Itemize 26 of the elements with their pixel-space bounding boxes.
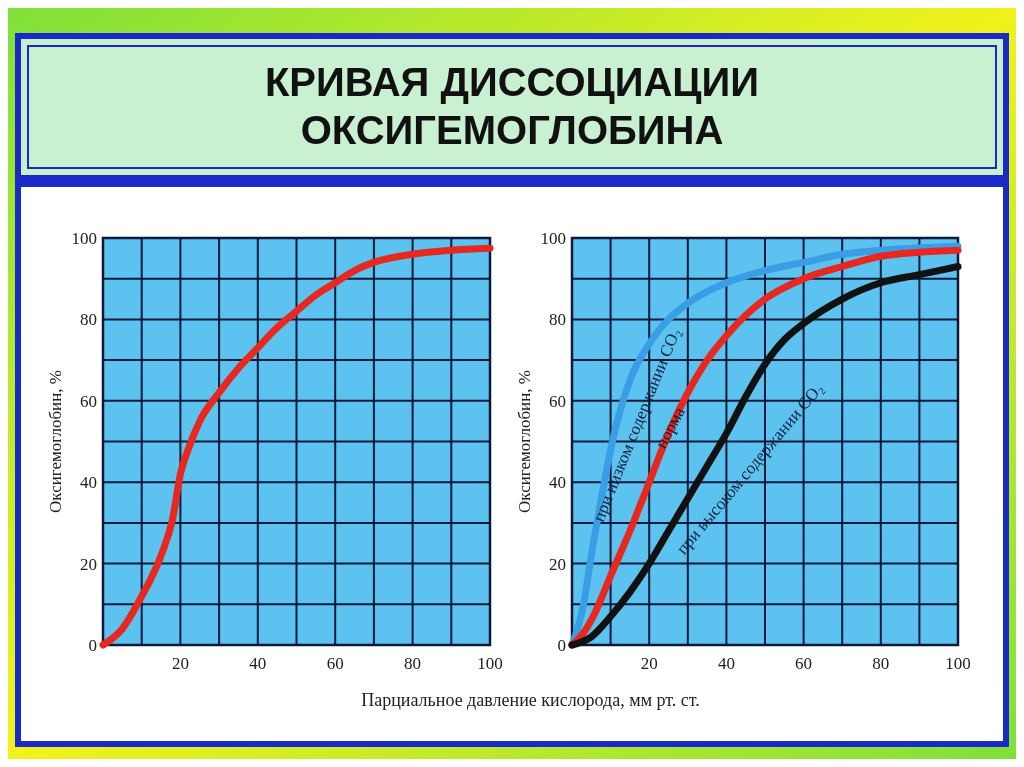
x-tick-label: 60 bbox=[326, 654, 344, 673]
y-tick-label: 0 bbox=[88, 636, 97, 655]
x-tick-label: 80 bbox=[872, 654, 890, 673]
y-tick-label: 100 bbox=[540, 229, 566, 248]
y-tick-label: 80 bbox=[549, 310, 566, 330]
x-tick-label: 20 bbox=[640, 654, 658, 673]
y-tick-label: 40 bbox=[549, 473, 566, 493]
x-tick-label: 100 bbox=[477, 654, 503, 673]
x-tick-label: 80 bbox=[404, 654, 422, 673]
y-tick-label: 20 bbox=[549, 554, 566, 574]
x-tick-label: 60 bbox=[795, 654, 813, 673]
y-axis-title: Оксигемоглобин, % bbox=[515, 370, 534, 513]
y-tick-label: 100 bbox=[71, 229, 97, 248]
x-tick-label: 40 bbox=[717, 654, 735, 673]
x-axis-title: Парциальное давление кислорода, мм рт. ст. bbox=[361, 690, 700, 710]
x-tick-label: 20 bbox=[171, 654, 189, 673]
y-tick-label: 60 bbox=[80, 391, 97, 411]
y-tick-label: 80 bbox=[80, 310, 97, 330]
y-axis-title: Оксигемоглобин, % bbox=[46, 370, 65, 513]
x-tick-label: 100 bbox=[945, 654, 971, 673]
chart-title: КРИВАЯ ДИССОЦИАЦИИ ОКСИГЕМОГЛОБИНА bbox=[264, 60, 760, 152]
y-tick-label: 60 bbox=[549, 391, 566, 411]
y-tick-label: 40 bbox=[80, 473, 97, 493]
y-tick-label: 0 bbox=[557, 636, 566, 655]
y-tick-label: 20 bbox=[80, 554, 97, 574]
x-tick-label: 40 bbox=[249, 654, 267, 673]
